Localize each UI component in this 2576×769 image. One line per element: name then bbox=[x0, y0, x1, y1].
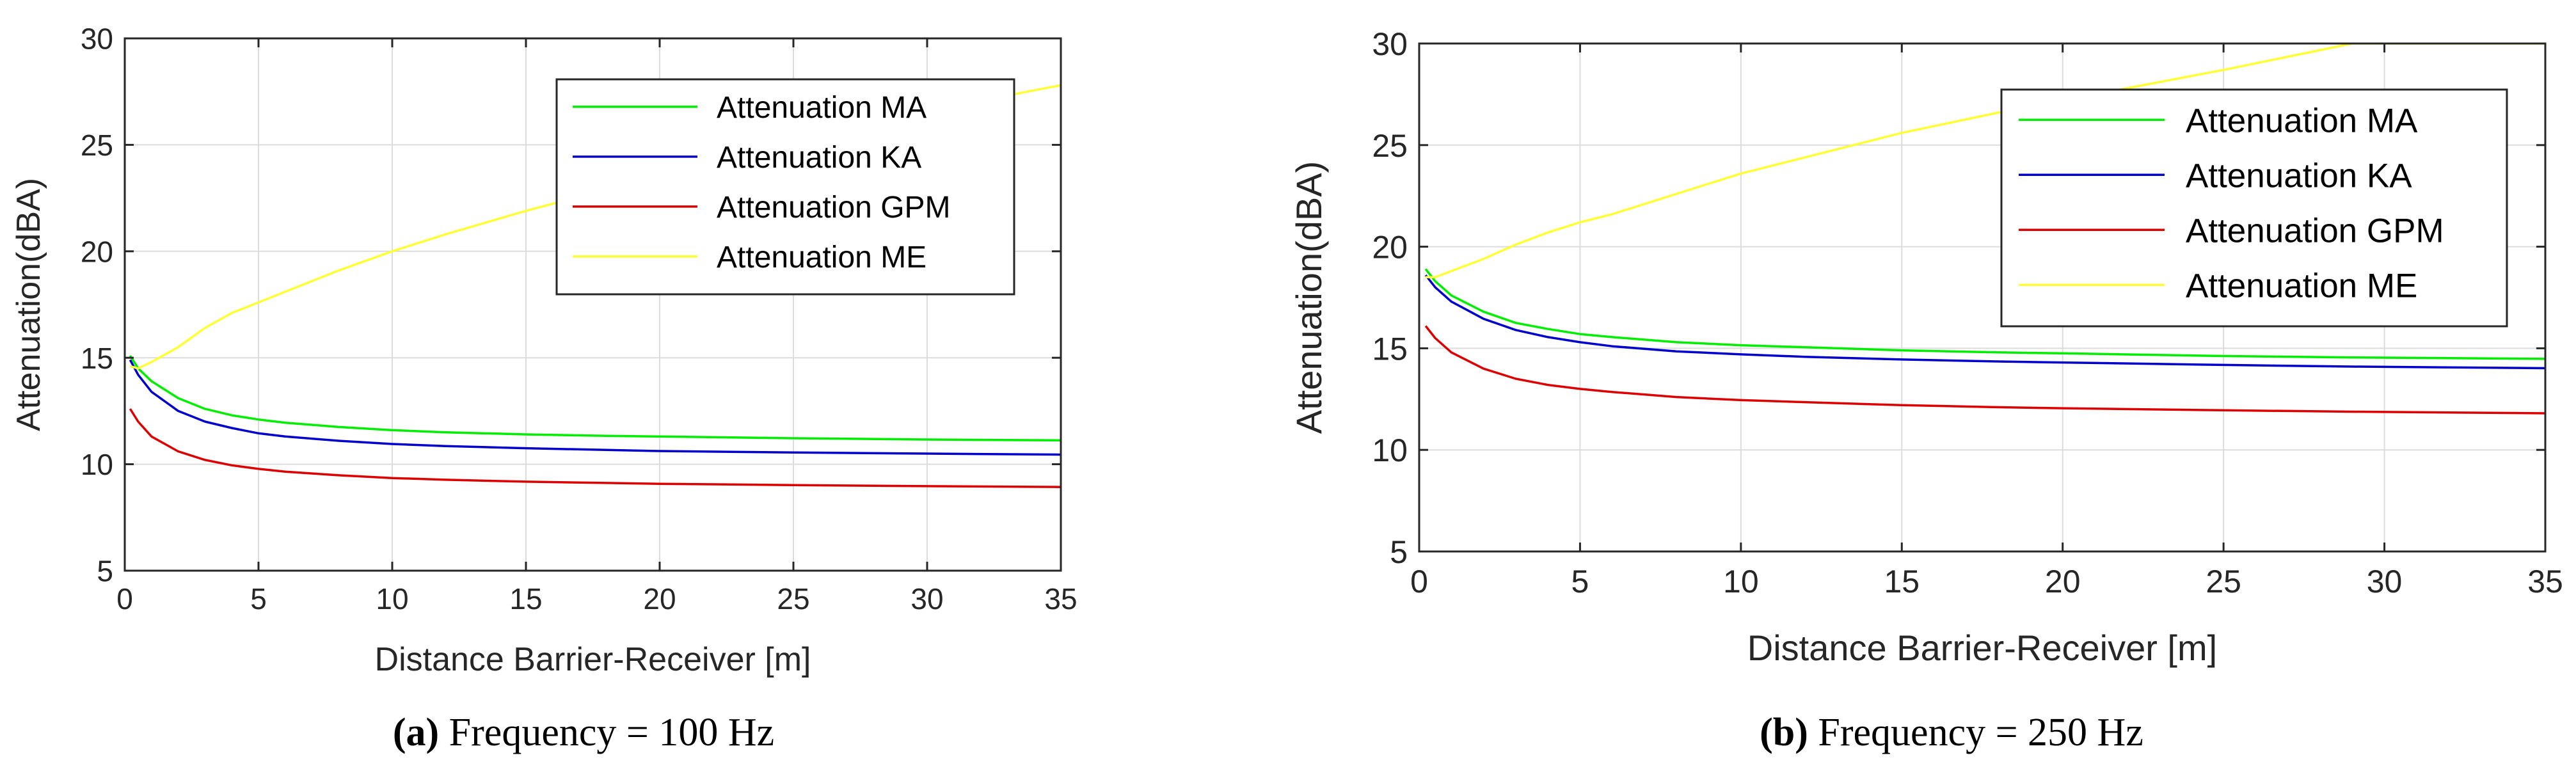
y-axis-label: Attenuation(dBA) bbox=[1289, 161, 1329, 434]
x-tick-label: 35 bbox=[1044, 582, 1077, 615]
series-line-attenuation-gpm bbox=[129, 408, 1061, 488]
caption-label: (a) bbox=[393, 711, 439, 754]
x-axis-label: Distance Barrier-Receiver [m] bbox=[375, 641, 811, 678]
series-line-attenuation-ka bbox=[129, 359, 1061, 456]
x-tick-label: 20 bbox=[2045, 564, 2081, 599]
y-tick-label: 5 bbox=[97, 555, 113, 588]
figure-caption: (a) Frequency = 100 Hz bbox=[393, 711, 774, 754]
y-axis-label: Attenuation(dBA) bbox=[10, 178, 47, 431]
x-tick-label: 30 bbox=[2367, 564, 2403, 599]
legend-label: Attenuation GPM bbox=[717, 191, 951, 225]
y-tick-label: 15 bbox=[81, 342, 113, 375]
y-tick-label: 10 bbox=[81, 448, 113, 481]
x-axis-label: Distance Barrier-Receiver [m] bbox=[1747, 628, 2217, 668]
y-tick-label: 10 bbox=[1372, 432, 1408, 468]
caption-text: Frequency = 100 Hz bbox=[439, 711, 774, 754]
legend-label: Attenuation KA bbox=[2186, 157, 2412, 194]
x-tick-label: 10 bbox=[376, 582, 408, 615]
legend-box bbox=[2000, 88, 2508, 328]
x-tick-label: 0 bbox=[1410, 564, 1428, 599]
axes-frame bbox=[123, 37, 1062, 572]
y-tick-label: 15 bbox=[1372, 331, 1408, 367]
legend: Attenuation MA Attenuation KA Attenuation … bbox=[555, 78, 1015, 296]
x-tick-label: 20 bbox=[643, 582, 676, 615]
series-line-attenuation-ma bbox=[1424, 268, 2545, 360]
series-line-attenuation-gpm bbox=[1424, 325, 2545, 415]
legend-label: Attenuation GPM bbox=[2186, 212, 2444, 250]
axes-frame bbox=[1418, 42, 2547, 553]
series-line-attenuation-ma bbox=[129, 354, 1061, 442]
figure-caption: (b) Frequency = 250 Hz bbox=[1760, 711, 2143, 754]
x-tick-label: 15 bbox=[509, 582, 542, 615]
caption-text: Frequency = 250 Hz bbox=[1808, 711, 2143, 754]
y-tick-label: 20 bbox=[1372, 230, 1408, 266]
legend-label: Attenuation MA bbox=[717, 91, 926, 125]
legend-label: Attenuation KA bbox=[717, 141, 921, 175]
x-tick-label: 25 bbox=[777, 582, 809, 615]
legend-label: Attenuation MA bbox=[2186, 102, 2418, 139]
y-tick-label: 30 bbox=[1372, 26, 1408, 62]
legend-label: Attenuation ME bbox=[717, 241, 926, 274]
x-tick-label: 5 bbox=[1571, 564, 1589, 599]
x-tick-label: 35 bbox=[2527, 564, 2563, 599]
legend-label: Attenuation ME bbox=[2186, 267, 2417, 305]
y-tick-label: 30 bbox=[81, 22, 113, 56]
x-tick-label: 5 bbox=[250, 582, 267, 615]
y-tick-label: 5 bbox=[1390, 534, 1408, 570]
y-tick-label: 25 bbox=[1372, 128, 1408, 164]
y-tick-label: 20 bbox=[81, 235, 113, 268]
caption-label: (b) bbox=[1760, 711, 1808, 754]
x-tick-label: 30 bbox=[910, 582, 943, 615]
legend-box bbox=[555, 78, 1015, 296]
legend: Attenuation MA Attenuation KA Attenuation … bbox=[2000, 88, 2508, 328]
x-tick-label: 25 bbox=[2206, 564, 2241, 599]
y-tick-label: 25 bbox=[81, 129, 113, 162]
x-tick-label: 15 bbox=[1884, 564, 1920, 599]
x-tick-label: 10 bbox=[1723, 564, 1759, 599]
x-tick-label: 0 bbox=[116, 582, 133, 615]
series-line-attenuation-ka bbox=[1424, 274, 2545, 370]
